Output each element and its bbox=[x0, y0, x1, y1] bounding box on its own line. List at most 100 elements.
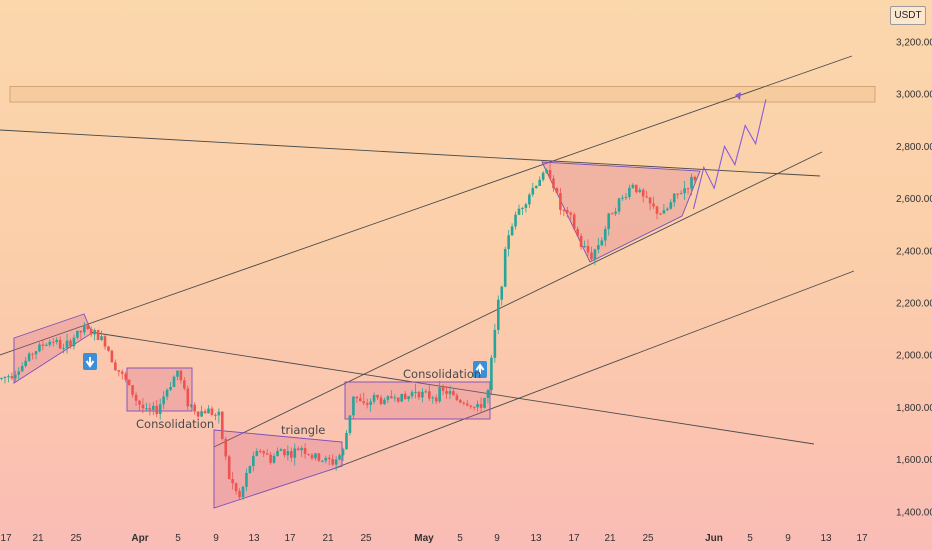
candle bbox=[428, 385, 431, 401]
lower-channel-line bbox=[329, 270, 855, 471]
y-tick-label: 2,800.00 bbox=[896, 142, 932, 153]
candle bbox=[10, 372, 14, 380]
candle bbox=[141, 398, 145, 414]
y-tick-label: 2,200.00 bbox=[896, 299, 932, 310]
candle bbox=[348, 415, 352, 436]
candle bbox=[631, 183, 635, 190]
candle bbox=[552, 175, 555, 192]
candle bbox=[545, 168, 548, 174]
candle bbox=[593, 248, 597, 266]
candle bbox=[62, 343, 65, 354]
candle bbox=[379, 394, 383, 406]
candle bbox=[224, 436, 228, 461]
x-tick-label: 21 bbox=[32, 533, 44, 544]
candle bbox=[258, 448, 262, 454]
candle bbox=[669, 199, 673, 210]
x-tick-label: 5 bbox=[175, 533, 181, 544]
flag-pattern bbox=[13, 313, 93, 384]
projection-path bbox=[692, 99, 767, 210]
candle bbox=[662, 204, 666, 214]
candle bbox=[293, 443, 297, 466]
y-tick-label: 3,000.00 bbox=[896, 90, 932, 101]
candle bbox=[455, 393, 459, 402]
candle bbox=[155, 400, 159, 418]
candle bbox=[76, 330, 79, 340]
candle bbox=[538, 176, 541, 186]
candle bbox=[245, 468, 248, 492]
candle bbox=[207, 405, 210, 414]
candle bbox=[203, 408, 207, 414]
candle bbox=[376, 394, 379, 401]
candle bbox=[72, 334, 76, 350]
candle bbox=[490, 355, 493, 396]
candle bbox=[345, 429, 348, 450]
candle bbox=[221, 411, 224, 441]
candle bbox=[417, 390, 421, 400]
x-tick-label: 21 bbox=[604, 533, 616, 544]
candle bbox=[34, 350, 38, 360]
candle bbox=[652, 196, 655, 210]
candle bbox=[590, 246, 593, 262]
x-tick-label: 5 bbox=[747, 533, 753, 544]
triangle-pattern bbox=[213, 429, 343, 509]
triangle-label: triangle bbox=[281, 423, 325, 437]
candle bbox=[169, 382, 172, 392]
candle bbox=[100, 330, 103, 341]
candle bbox=[500, 285, 504, 306]
candle bbox=[583, 240, 586, 248]
candle bbox=[693, 175, 697, 183]
candle bbox=[107, 345, 110, 352]
candle bbox=[624, 193, 628, 201]
candle bbox=[607, 213, 610, 236]
candle bbox=[493, 323, 497, 363]
candle bbox=[89, 326, 93, 337]
candle bbox=[83, 322, 86, 336]
candle bbox=[421, 388, 424, 403]
candle bbox=[641, 188, 645, 203]
candle bbox=[65, 333, 69, 354]
candle bbox=[352, 396, 355, 420]
candle bbox=[507, 229, 510, 257]
y-tick-label: 3,200.00 bbox=[896, 38, 932, 49]
candle bbox=[120, 369, 124, 380]
currency-badge: USDT bbox=[890, 6, 926, 25]
candle bbox=[521, 206, 524, 216]
candle bbox=[162, 391, 165, 409]
x-tick-label: 21 bbox=[322, 533, 334, 544]
candle bbox=[524, 202, 528, 213]
candle bbox=[534, 185, 538, 189]
candle bbox=[276, 447, 279, 457]
candle bbox=[0, 377, 3, 381]
y-axis: 3,200.00 3,000.00 2,800.00 2,600.00 2,400.00… bbox=[896, 38, 932, 519]
candle bbox=[31, 352, 34, 360]
candle bbox=[434, 394, 438, 405]
candle bbox=[131, 385, 134, 398]
x-tick-label: 13 bbox=[530, 533, 542, 544]
consolidation-label-right: Consolidation bbox=[403, 367, 481, 381]
candle bbox=[514, 211, 517, 230]
candles bbox=[0, 162, 697, 501]
candle bbox=[290, 447, 293, 462]
resistance-zone bbox=[9, 85, 876, 103]
candle bbox=[134, 391, 138, 407]
candle bbox=[51, 337, 55, 347]
candle bbox=[431, 395, 435, 404]
candle bbox=[176, 370, 179, 381]
candle bbox=[286, 445, 290, 461]
y-tick-label: 2,600.00 bbox=[896, 194, 932, 205]
candle bbox=[214, 413, 217, 421]
candle bbox=[638, 187, 642, 193]
candle bbox=[497, 295, 500, 334]
candle bbox=[241, 485, 245, 500]
down-arrow-badge bbox=[83, 353, 97, 370]
candle bbox=[548, 162, 552, 180]
candle bbox=[20, 362, 24, 373]
x-tick-label: 9 bbox=[494, 533, 500, 544]
candle bbox=[369, 398, 372, 412]
x-tick-label: Apr bbox=[131, 533, 148, 544]
candle bbox=[58, 336, 62, 350]
candle bbox=[676, 193, 679, 199]
candle bbox=[579, 233, 583, 250]
candle bbox=[145, 402, 148, 411]
